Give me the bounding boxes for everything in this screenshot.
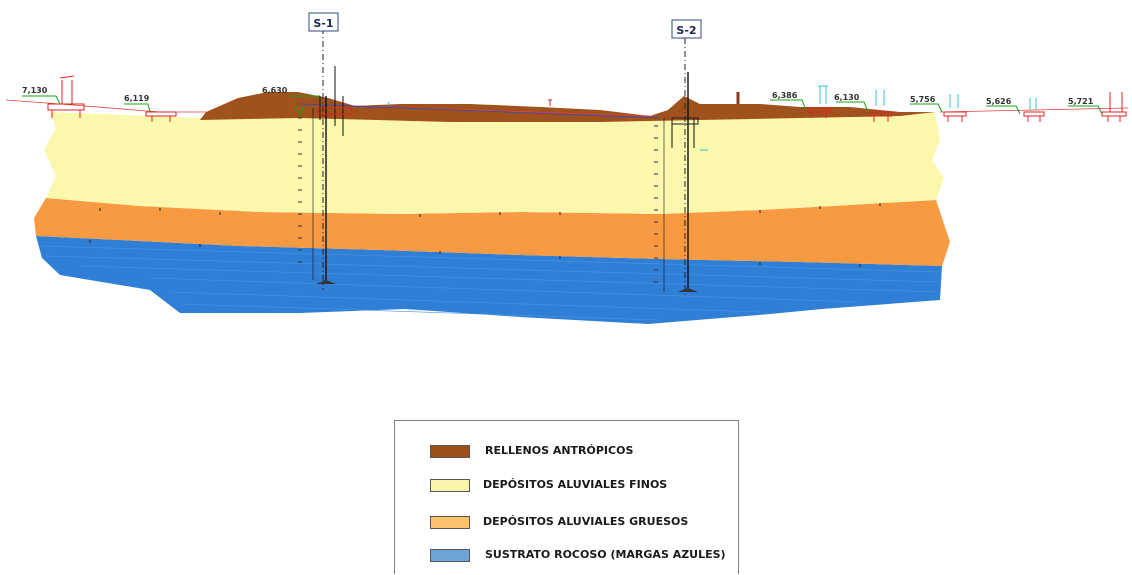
borehole-label-s1: S-1 xyxy=(309,13,338,31)
legend: RELLENOS ANTRÓPICOS DEPÓSITOS ALUVIALES … xyxy=(394,420,739,574)
legend-swatch xyxy=(430,549,470,562)
elevation-label: 6,386 xyxy=(772,91,798,100)
elevation-label: 7,130 xyxy=(22,86,48,95)
legend-label: DEPÓSITOS ALUVIALES GRUESOS xyxy=(483,515,688,529)
layer-depositos-aluviales-finos xyxy=(44,112,944,214)
geological-cross-section: S-1 S-2 7,130 6,119 6, xyxy=(0,0,1132,420)
elevation-label: 6,119 xyxy=(124,94,150,103)
elevation-labels: 7,130 6,119 6,630 6,386 6,130 5,756 5,62… xyxy=(22,86,1094,106)
elevation-label: 5,626 xyxy=(986,97,1012,106)
legend-swatch xyxy=(430,479,470,492)
elevation-label: 5,756 xyxy=(910,95,936,104)
legend-swatch xyxy=(430,516,470,529)
legend-label: RELLENOS ANTRÓPICOS xyxy=(485,444,633,458)
legend-label: DEPÓSITOS ALUVIALES FINOS xyxy=(483,478,667,492)
legend-swatch xyxy=(430,445,470,458)
borehole-label-s2: S-2 xyxy=(672,20,701,38)
svg-text:S-1: S-1 xyxy=(313,17,333,30)
legend-label: SUSTRATO ROCOSO (MARGAS AZULES) xyxy=(485,548,726,562)
elevation-label: 6,130 xyxy=(834,93,860,102)
elevation-label: 6,630 xyxy=(262,86,288,95)
svg-text:S-2: S-2 xyxy=(676,24,696,37)
elevation-label: 5,721 xyxy=(1068,97,1094,106)
